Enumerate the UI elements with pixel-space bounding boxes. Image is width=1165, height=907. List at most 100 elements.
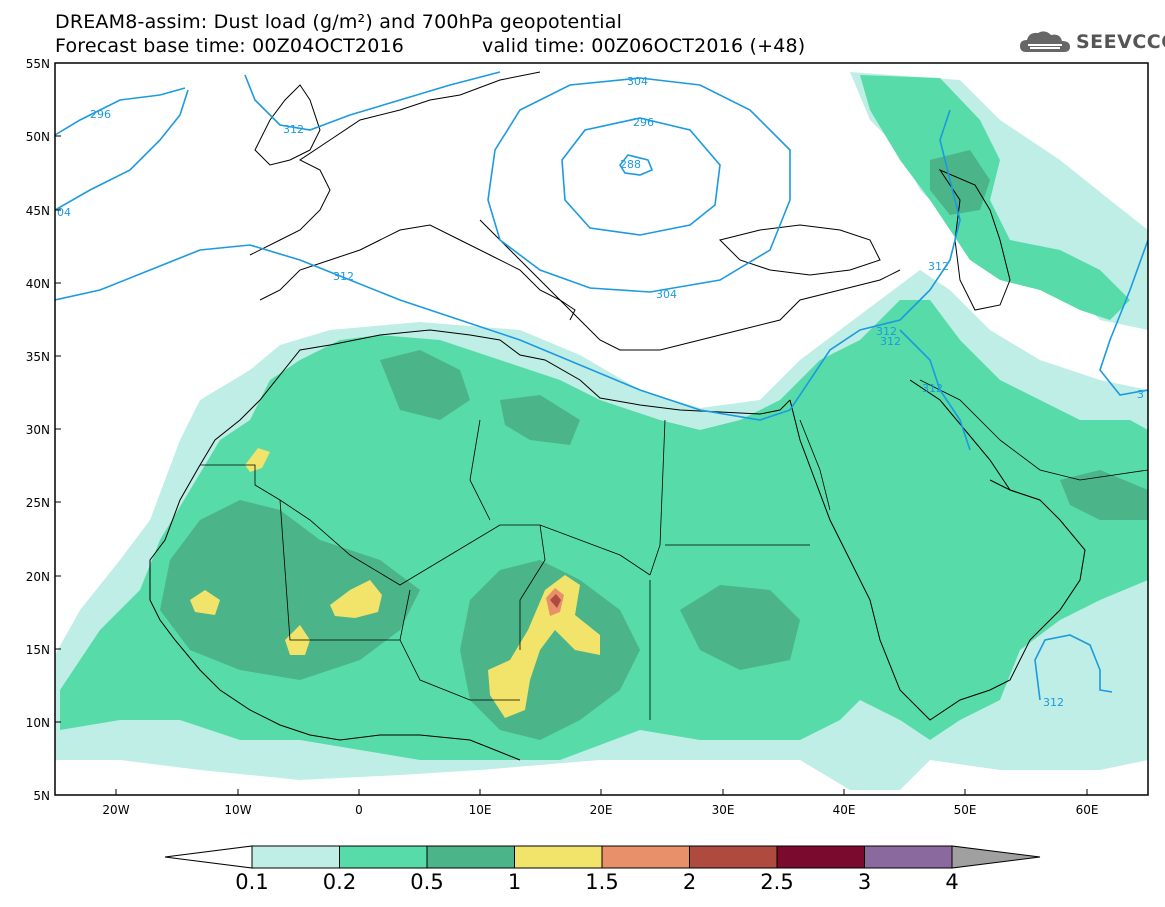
lat-label: 55N xyxy=(26,57,50,71)
dust-area-dark-3 xyxy=(380,350,470,420)
lon-label: 50E xyxy=(954,803,977,817)
lon-label: 10E xyxy=(469,803,492,817)
coastline-europe xyxy=(249,71,901,351)
contour-312-main xyxy=(55,109,961,421)
coastline-africa-west xyxy=(149,464,521,761)
contour-312-east xyxy=(899,329,971,451)
contour-312-northwest xyxy=(244,71,501,131)
contour-label: 312 xyxy=(333,270,354,283)
colorbar-swatch xyxy=(514,845,603,869)
dust-area-dark-1 xyxy=(160,500,420,680)
dust-area-yellow-1 xyxy=(488,575,600,718)
contour-label: 312 xyxy=(876,325,897,338)
coastline-italy xyxy=(479,219,576,321)
colorbar-swatch xyxy=(776,845,865,869)
contour-label: 312 xyxy=(922,382,943,395)
dust-area-yellow-3 xyxy=(190,590,220,615)
dust-area-red xyxy=(550,594,561,608)
colorbar-left-arrow xyxy=(164,845,253,869)
colorbar-label: 0.2 xyxy=(322,870,357,894)
seevccc-logo: SEEVCCC xyxy=(1018,28,1165,56)
dust-area-dark-7 xyxy=(500,395,580,445)
dust-area-dark-5 xyxy=(930,150,990,215)
contour-label: 312 xyxy=(1043,696,1064,709)
contour-label: 312 xyxy=(880,335,901,348)
colorbar-label: 0.1 xyxy=(235,870,269,894)
colorbar-label: 2 xyxy=(682,870,697,894)
dust-area-dark-6 xyxy=(1060,470,1148,520)
lon-label: 20E xyxy=(590,803,613,817)
map-title: DREAM8-assim: Dust load (g/m²) and 700hP… xyxy=(55,11,623,33)
lat-label: 40N xyxy=(26,277,50,291)
lat-label: 5N xyxy=(33,789,50,803)
lon-label: 40E xyxy=(833,803,856,817)
lat-label: 25N xyxy=(26,496,50,510)
colorbar-swatch xyxy=(426,845,515,869)
colorbar-label: 1 xyxy=(507,870,522,894)
contour-label: 3 xyxy=(1137,388,1144,401)
colorbar-swatch xyxy=(601,845,690,869)
contour-label: 04 xyxy=(57,206,71,219)
lon-label: 30E xyxy=(712,803,735,817)
colorbar-label: 2.5 xyxy=(760,870,794,894)
lat-labels: 55N 50N 45N 40N 35N 30N 25N 20N 15N 10N … xyxy=(26,57,50,803)
lon-label: 0 xyxy=(355,803,363,817)
contour-label: 296 xyxy=(90,108,111,121)
coastline-uk xyxy=(254,84,321,166)
contour-312-far-east xyxy=(1099,239,1148,396)
contour-288-ring xyxy=(619,154,654,176)
dust-area-yellow-2 xyxy=(330,580,382,618)
dust-area-medium-north xyxy=(860,75,1130,320)
contour-296-ring xyxy=(561,117,721,236)
coastline-caspian xyxy=(938,168,1011,311)
lat-label: 15N xyxy=(26,643,50,657)
colorbar-label: 4 xyxy=(945,870,959,894)
contour-304-ring xyxy=(487,77,791,293)
lon-label: 10W xyxy=(224,803,251,817)
dust-area-dark-4 xyxy=(680,585,800,670)
colorbar-right-arrow xyxy=(951,845,1041,869)
logo-text: SEEVCCC xyxy=(1076,31,1165,53)
lon-label: 20W xyxy=(102,803,129,817)
lat-label: 50N xyxy=(26,130,50,144)
lon-axis xyxy=(115,789,1088,795)
country-borders xyxy=(200,379,1148,720)
colorbar-label: 1.5 xyxy=(585,870,619,894)
colorbar-label: 0.5 xyxy=(410,870,444,894)
lat-label: 30N xyxy=(26,423,50,437)
contour-312-southeast xyxy=(1034,634,1113,701)
contour-labels: 296 312 04 304 296 288 312 304 312 312 3… xyxy=(57,75,1144,709)
valid-time: valid time: 00Z06OCT2016 (+48) xyxy=(482,35,806,57)
lat-axis xyxy=(55,62,61,796)
colorbar-swatch xyxy=(689,845,778,869)
coastline-red-sea xyxy=(789,399,1086,721)
border-lines xyxy=(200,379,1148,720)
contour-304-west xyxy=(55,89,189,211)
contour-label: 304 xyxy=(656,288,677,301)
colorbar xyxy=(164,845,1041,869)
lat-label: 45N xyxy=(26,204,50,218)
lat-label: 10N xyxy=(26,716,50,730)
colorbar-label: 3 xyxy=(857,870,872,894)
lon-label: 60E xyxy=(1076,803,1099,817)
colorbar-swatch xyxy=(339,845,428,869)
cloud-icon xyxy=(1020,31,1070,52)
contour-296-west xyxy=(55,87,186,136)
lat-label: 20N xyxy=(26,570,50,584)
colorbar-swatch xyxy=(864,845,953,869)
contour-label: 312 xyxy=(928,260,949,273)
dust-area-yellow-5 xyxy=(245,448,270,472)
coastline-black-sea xyxy=(719,224,881,276)
colorbar-swatch xyxy=(251,845,340,869)
forecast-base-time: Forecast base time: 00Z04OCT2016 xyxy=(55,35,405,57)
contour-label: 312 xyxy=(283,123,304,136)
geopotential-contours xyxy=(55,71,1148,701)
lon-labels: 20W 10W 0 10E 20E 30E 40E 50E 60E xyxy=(102,803,1098,817)
contour-label: 296 xyxy=(633,116,654,129)
contour-label: 288 xyxy=(620,158,641,171)
dust-fields xyxy=(55,72,1148,790)
coastline-persian-gulf xyxy=(909,379,1041,501)
lat-label: 35N xyxy=(26,350,50,364)
contour-label: 304 xyxy=(627,75,648,88)
